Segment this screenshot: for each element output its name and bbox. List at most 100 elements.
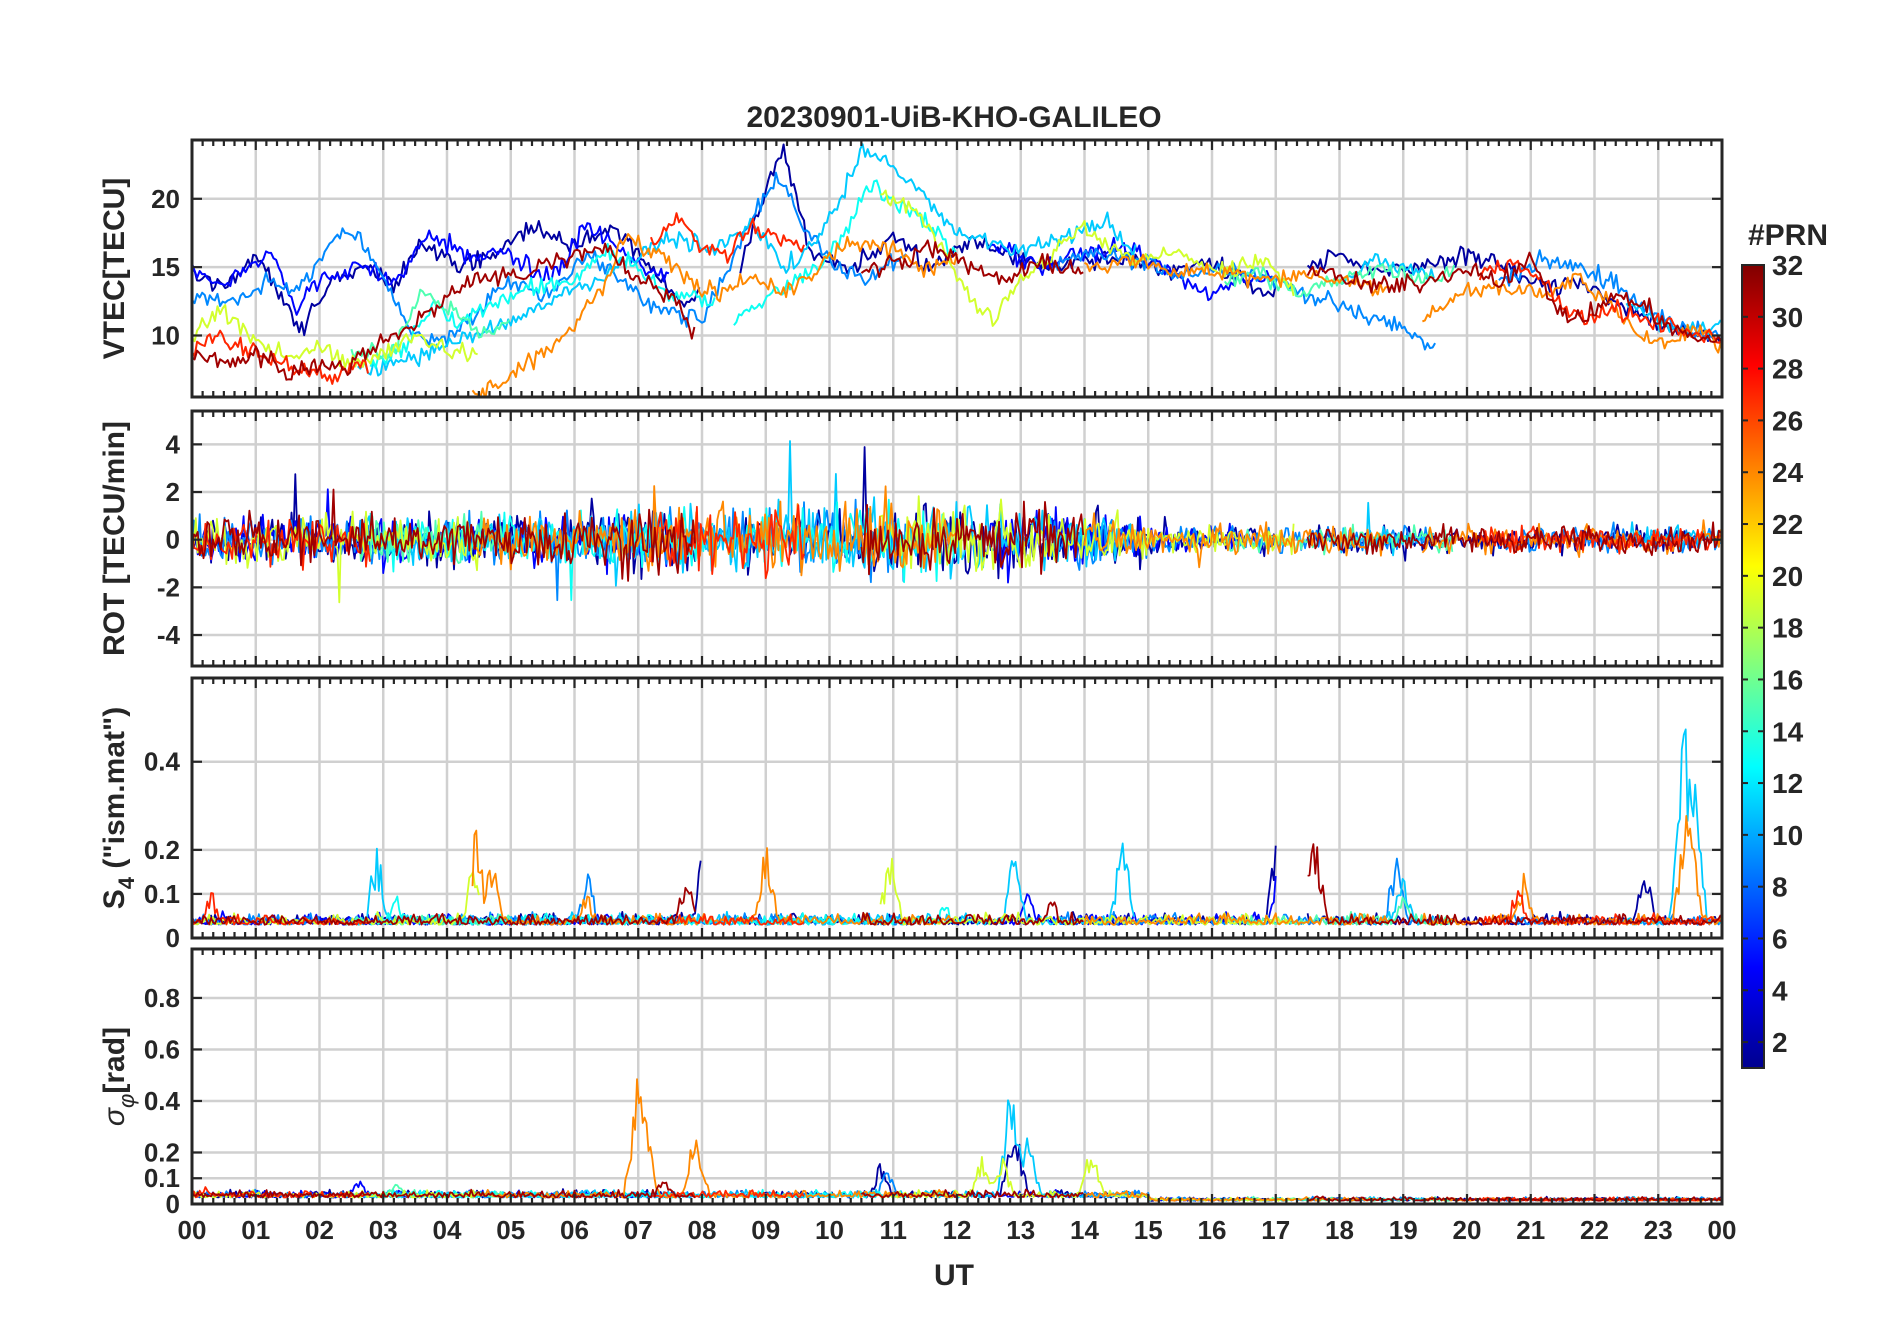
x-tick-label: 02: [305, 1215, 334, 1245]
y-tick-label: 0.2: [144, 835, 180, 865]
colorbar-gradient: [1741, 264, 1765, 1069]
vtec-line-prn-27: [192, 329, 369, 385]
y-tick-label: -2: [157, 572, 180, 602]
y-label-main: σ: [98, 1106, 131, 1126]
x-tick-label: 23: [1644, 1215, 1673, 1245]
rot-line-prn-31: [860, 500, 1085, 576]
vtec-line-prn-2: [192, 220, 701, 337]
x-tick-label: 03: [369, 1215, 398, 1245]
x-tick-label: 18: [1325, 1215, 1354, 1245]
vtec-line-prn-27: [650, 212, 805, 264]
x-tick-label: 11: [880, 1215, 908, 1245]
y-tick-label: 0.6: [144, 1034, 180, 1064]
s4-line-prn-27: [650, 913, 805, 926]
rot-line-prn-31: [192, 488, 696, 582]
rot-line-prn-27: [1479, 524, 1722, 555]
colorbar-tick-label: 28: [1772, 354, 1803, 385]
x-tick-label: 09: [751, 1215, 780, 1245]
y-tick-label: -4: [157, 620, 181, 650]
x-tick-label: 06: [560, 1215, 589, 1245]
vtec-line-prn-24: [1084, 253, 1392, 297]
series-layer-vtec: [192, 143, 1722, 397]
s4-line-prn-31: [1307, 843, 1722, 926]
vtec-line-prn-31: [1306, 251, 1722, 343]
colorbar-tick-label: 30: [1772, 302, 1803, 333]
x-tick-label: 08: [688, 1215, 717, 1245]
y-tick-label: 0: [166, 923, 180, 953]
y-label-sub: φ: [114, 1094, 139, 1108]
x-tick-label: 00: [178, 1215, 207, 1245]
y-tick-label: 0.4: [144, 1086, 181, 1116]
y-tick-label: 0.8: [144, 983, 180, 1013]
colorbar-tick-label: 4: [1772, 975, 1788, 1006]
sigma_phi-line-prn-31: [861, 1188, 1084, 1199]
colorbar-tick-label: 12: [1772, 768, 1803, 799]
s4-line-prn-11: [1338, 878, 1435, 926]
x-tick-label: 21: [1516, 1215, 1545, 1245]
y-tick-label: 0.1: [144, 1163, 180, 1193]
panel-s4: 00.10.20.4S4 ("ism.mat"): [98, 676, 1724, 953]
x-tick-label: 01: [241, 1215, 270, 1245]
colorbar-tick-label: 14: [1772, 716, 1804, 747]
x-tick-label: 00: [1708, 1215, 1737, 1245]
colorbar-tick-label: 16: [1772, 664, 1803, 695]
y-tick-label: 10: [151, 320, 180, 350]
y-axis-label-s4: S4 ("ism.mat"): [98, 707, 139, 909]
y-tick-label: 0.1: [144, 879, 180, 909]
rot-line-prn-24: [1083, 512, 1389, 569]
colorbar-tick-label: 26: [1772, 405, 1803, 436]
vtec-line-prn-11: [1625, 302, 1722, 336]
x-tick-label: 16: [1198, 1215, 1227, 1245]
vtec-line-prn-15: [350, 288, 511, 361]
vtec-line-prn-9: [192, 171, 907, 347]
y-axis-label-rot: ROT [TECU/min]: [98, 421, 131, 656]
vtec-line-prn-19: [880, 189, 1295, 327]
x-tick-label: 12: [943, 1215, 972, 1245]
rot-line-prn-11: [357, 440, 1135, 587]
colorbar-tick-label: 2: [1772, 1027, 1788, 1058]
rot-line-prn-31: [1306, 521, 1722, 557]
colorbar-tick-label: 22: [1772, 509, 1803, 540]
vtec-line-prn-31: [192, 242, 696, 381]
chart-title: 20230901-UiB-KHO-GALILEO: [746, 101, 1161, 134]
s4-line-prn-19: [879, 857, 1295, 926]
x-tick-label: 20: [1453, 1215, 1482, 1245]
y-tick-label: 2: [166, 477, 180, 507]
y-tick-label: 0.2: [144, 1137, 180, 1167]
series-layer-sigma_phi: [192, 1078, 1722, 1202]
x-tick-label: 04: [433, 1215, 462, 1245]
y-label-main: S: [98, 889, 131, 909]
y-label-sub: 4: [114, 876, 139, 889]
s4-line-prn-31: [192, 886, 696, 926]
y-label-rest: ("ism.mat"): [98, 707, 131, 877]
vtec-line-prn-9: [1498, 249, 1722, 341]
sigma_phi-line-prn-31: [1307, 1195, 1722, 1202]
series-layer-s4: [192, 728, 1722, 926]
rot-line-prn-27: [650, 504, 805, 580]
vtec-line-prn-5: [192, 222, 670, 316]
x-tick-label: 07: [624, 1215, 653, 1245]
vtec-line-prn-24: [471, 233, 958, 397]
y-axis-label-sigma_phi: σφ[rad]: [98, 1027, 139, 1126]
y-tick-label: 0: [166, 1189, 180, 1219]
colorbar-tick-label: 24: [1772, 457, 1804, 488]
s4-line-prn-11: [1625, 728, 1721, 926]
x-tick-label: 05: [496, 1215, 525, 1245]
y-tick-label: 20: [151, 184, 180, 214]
x-tick-label: 10: [815, 1215, 844, 1245]
x-tick-label: 14: [1070, 1215, 1099, 1245]
colorbar-tick-label: 32: [1772, 250, 1803, 281]
x-tick-label: 15: [1134, 1215, 1163, 1245]
vtec-line-prn-15: [1223, 263, 1456, 298]
panel-vtec: 10 15 20 VTEC[TECU]: [98, 138, 1724, 399]
y-tick-label: 0.4: [144, 747, 181, 777]
vtec-line-prn-11: [357, 143, 1137, 377]
series-layer-rot: [192, 440, 1722, 604]
colorbar-title: #PRN: [1748, 219, 1828, 252]
colorbar-tick-label: 8: [1772, 872, 1788, 903]
colorbar-tick-label: 6: [1772, 923, 1788, 954]
